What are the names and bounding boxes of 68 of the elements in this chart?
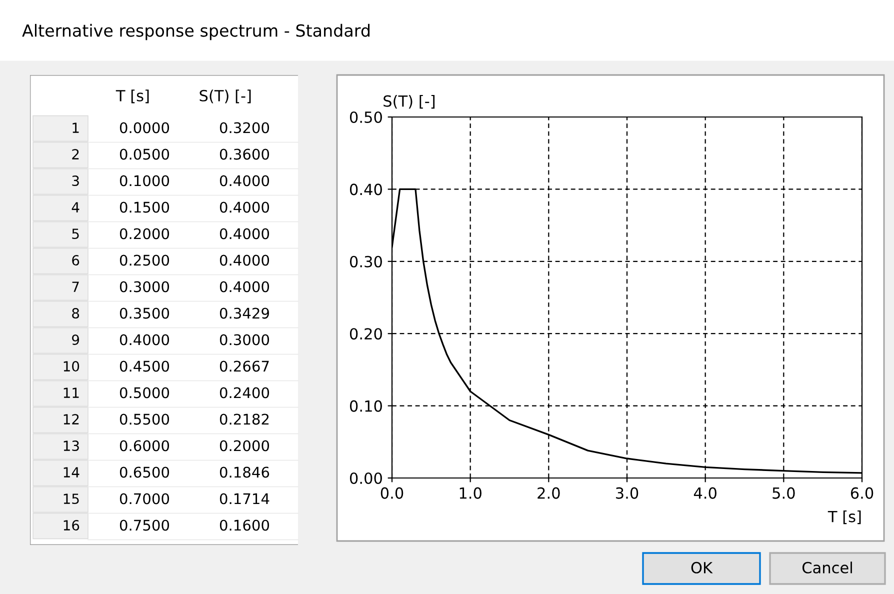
text: 0.2500 (120, 254, 170, 266)
text: OK (691, 562, 713, 574)
text: 0.0000 (120, 122, 170, 134)
x-tick-label: 5.0 (772, 487, 795, 499)
text: 0.3000 (220, 334, 270, 346)
text: 0.2400 (220, 387, 270, 398)
text: 14 (64, 467, 80, 478)
y-tick-label: 0.20 (350, 328, 382, 340)
x-tick-label: 1.0 (460, 487, 482, 499)
text: 1 (72, 122, 79, 133)
text: 0.3500 (120, 308, 170, 319)
x-axis-title: T [s] (828, 510, 861, 524)
text: 0.4000 (220, 254, 270, 266)
text: 13 (64, 440, 79, 452)
y-tick-label: 0.00 (350, 472, 382, 484)
text: 10 (64, 361, 80, 372)
text: 0.2667 (220, 360, 269, 372)
text: 0.0500 (120, 148, 170, 160)
text: 0.1500 (120, 202, 170, 213)
text: 0.1714 (220, 493, 270, 504)
y-tick-label: 0.40 (350, 184, 382, 196)
text: 0.1846 (220, 466, 270, 478)
y-axis-title: S(T) [-] (384, 94, 435, 109)
text: 0.2000 (120, 228, 170, 240)
text: Cancel (802, 562, 852, 574)
text: Alternative response spectrum - Standard (22, 24, 370, 40)
text: 7 (72, 282, 79, 292)
y-tick-label: 0.50 (350, 111, 382, 124)
text: 0.4000 (120, 334, 170, 346)
text: 0.3429 (220, 308, 269, 319)
text: 2 (72, 149, 79, 160)
text: T [s] (116, 90, 149, 104)
text: 0.4500 (120, 360, 170, 372)
text: 0.2182 (220, 414, 269, 425)
text: 11 (64, 388, 79, 398)
text: 0.1600 (220, 520, 270, 531)
x-tick-label: 2.0 (538, 487, 560, 499)
text: 0.4000 (220, 228, 270, 240)
x-tick-label: 4.0 (694, 487, 716, 499)
text: S(T) [-] (200, 90, 251, 104)
text: 0.7000 (120, 493, 170, 504)
text: 0.6500 (120, 466, 170, 478)
text: 0.5500 (120, 414, 170, 425)
text: 0.5000 (120, 387, 170, 398)
text: 0.2000 (220, 440, 270, 452)
text: 0.3200 (220, 122, 270, 134)
text: 9 (72, 334, 80, 346)
text: 0.4000 (220, 175, 270, 186)
x-tick-label: 0.0 (380, 487, 404, 499)
text: 16 (64, 520, 80, 531)
y-tick-label: 0.30 (350, 256, 382, 268)
text: 12 (64, 414, 79, 424)
text: 0.3600 (220, 148, 270, 160)
text: 8 (72, 308, 80, 319)
text: 0.4000 (220, 202, 270, 213)
text: 15 (64, 494, 79, 504)
text: 5 (72, 228, 79, 240)
text: 4 (72, 202, 80, 212)
text: 0.6000 (120, 440, 170, 452)
text: 0.3000 (120, 281, 170, 292)
y-tick-label: 0.10 (350, 400, 382, 412)
text: 0.4000 (220, 281, 270, 292)
text: 0.1000 (120, 175, 170, 186)
text: 6 (72, 255, 80, 266)
text: 0.7500 (120, 520, 170, 531)
text: 3 (72, 176, 79, 186)
x-tick-label: 6.0 (850, 487, 874, 499)
x-tick-label: 3.0 (616, 487, 638, 499)
